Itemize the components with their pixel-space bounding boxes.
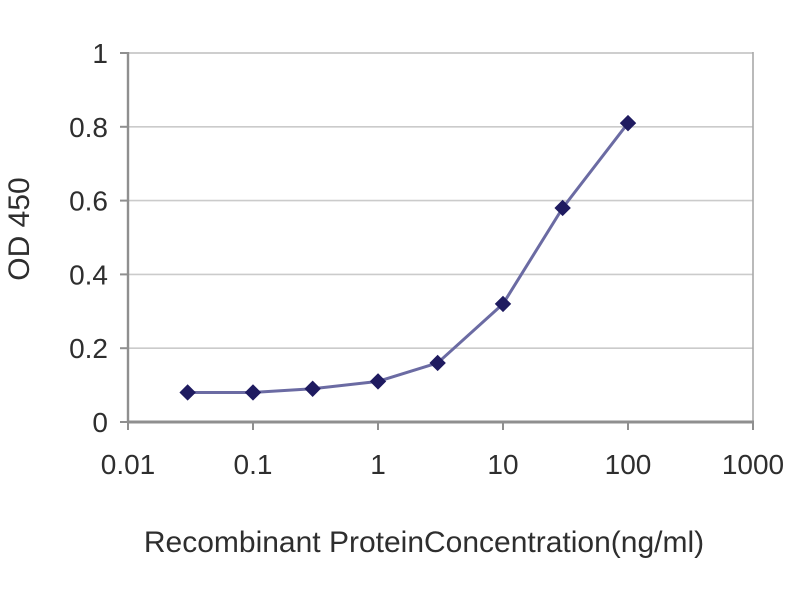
y-tick-label: 0.4: [69, 259, 108, 290]
y-axis-title: OD 450: [3, 177, 36, 281]
y-tick-label: 0.6: [69, 186, 108, 217]
x-tick-label: 100: [605, 449, 652, 480]
x-tick-label: 0.01: [101, 449, 156, 480]
y-tick-label: 0.8: [69, 112, 108, 143]
data-point-marker: [494, 295, 512, 313]
data-point-marker: [554, 199, 571, 217]
x-tick-label: 0.1: [234, 449, 273, 480]
series-line: [187, 122, 630, 394]
y-tick-label: 0: [92, 407, 108, 438]
y-tick-label: 1: [92, 38, 108, 69]
data-point-marker: [304, 380, 321, 397]
data-point-marker: [179, 384, 196, 401]
data-point-marker: [619, 114, 637, 132]
x-tick-label: 1: [370, 449, 386, 480]
data-point-marker: [369, 373, 387, 390]
y-tick-label: 0.2: [69, 333, 108, 364]
x-axis-title: Recombinant ProteinConcentration(ng/ml): [143, 526, 705, 559]
x-tick-label: 1000: [722, 449, 784, 480]
data-point-marker: [244, 384, 262, 401]
data-point-marker: [429, 354, 446, 372]
x-tick-label: 10: [487, 449, 518, 480]
